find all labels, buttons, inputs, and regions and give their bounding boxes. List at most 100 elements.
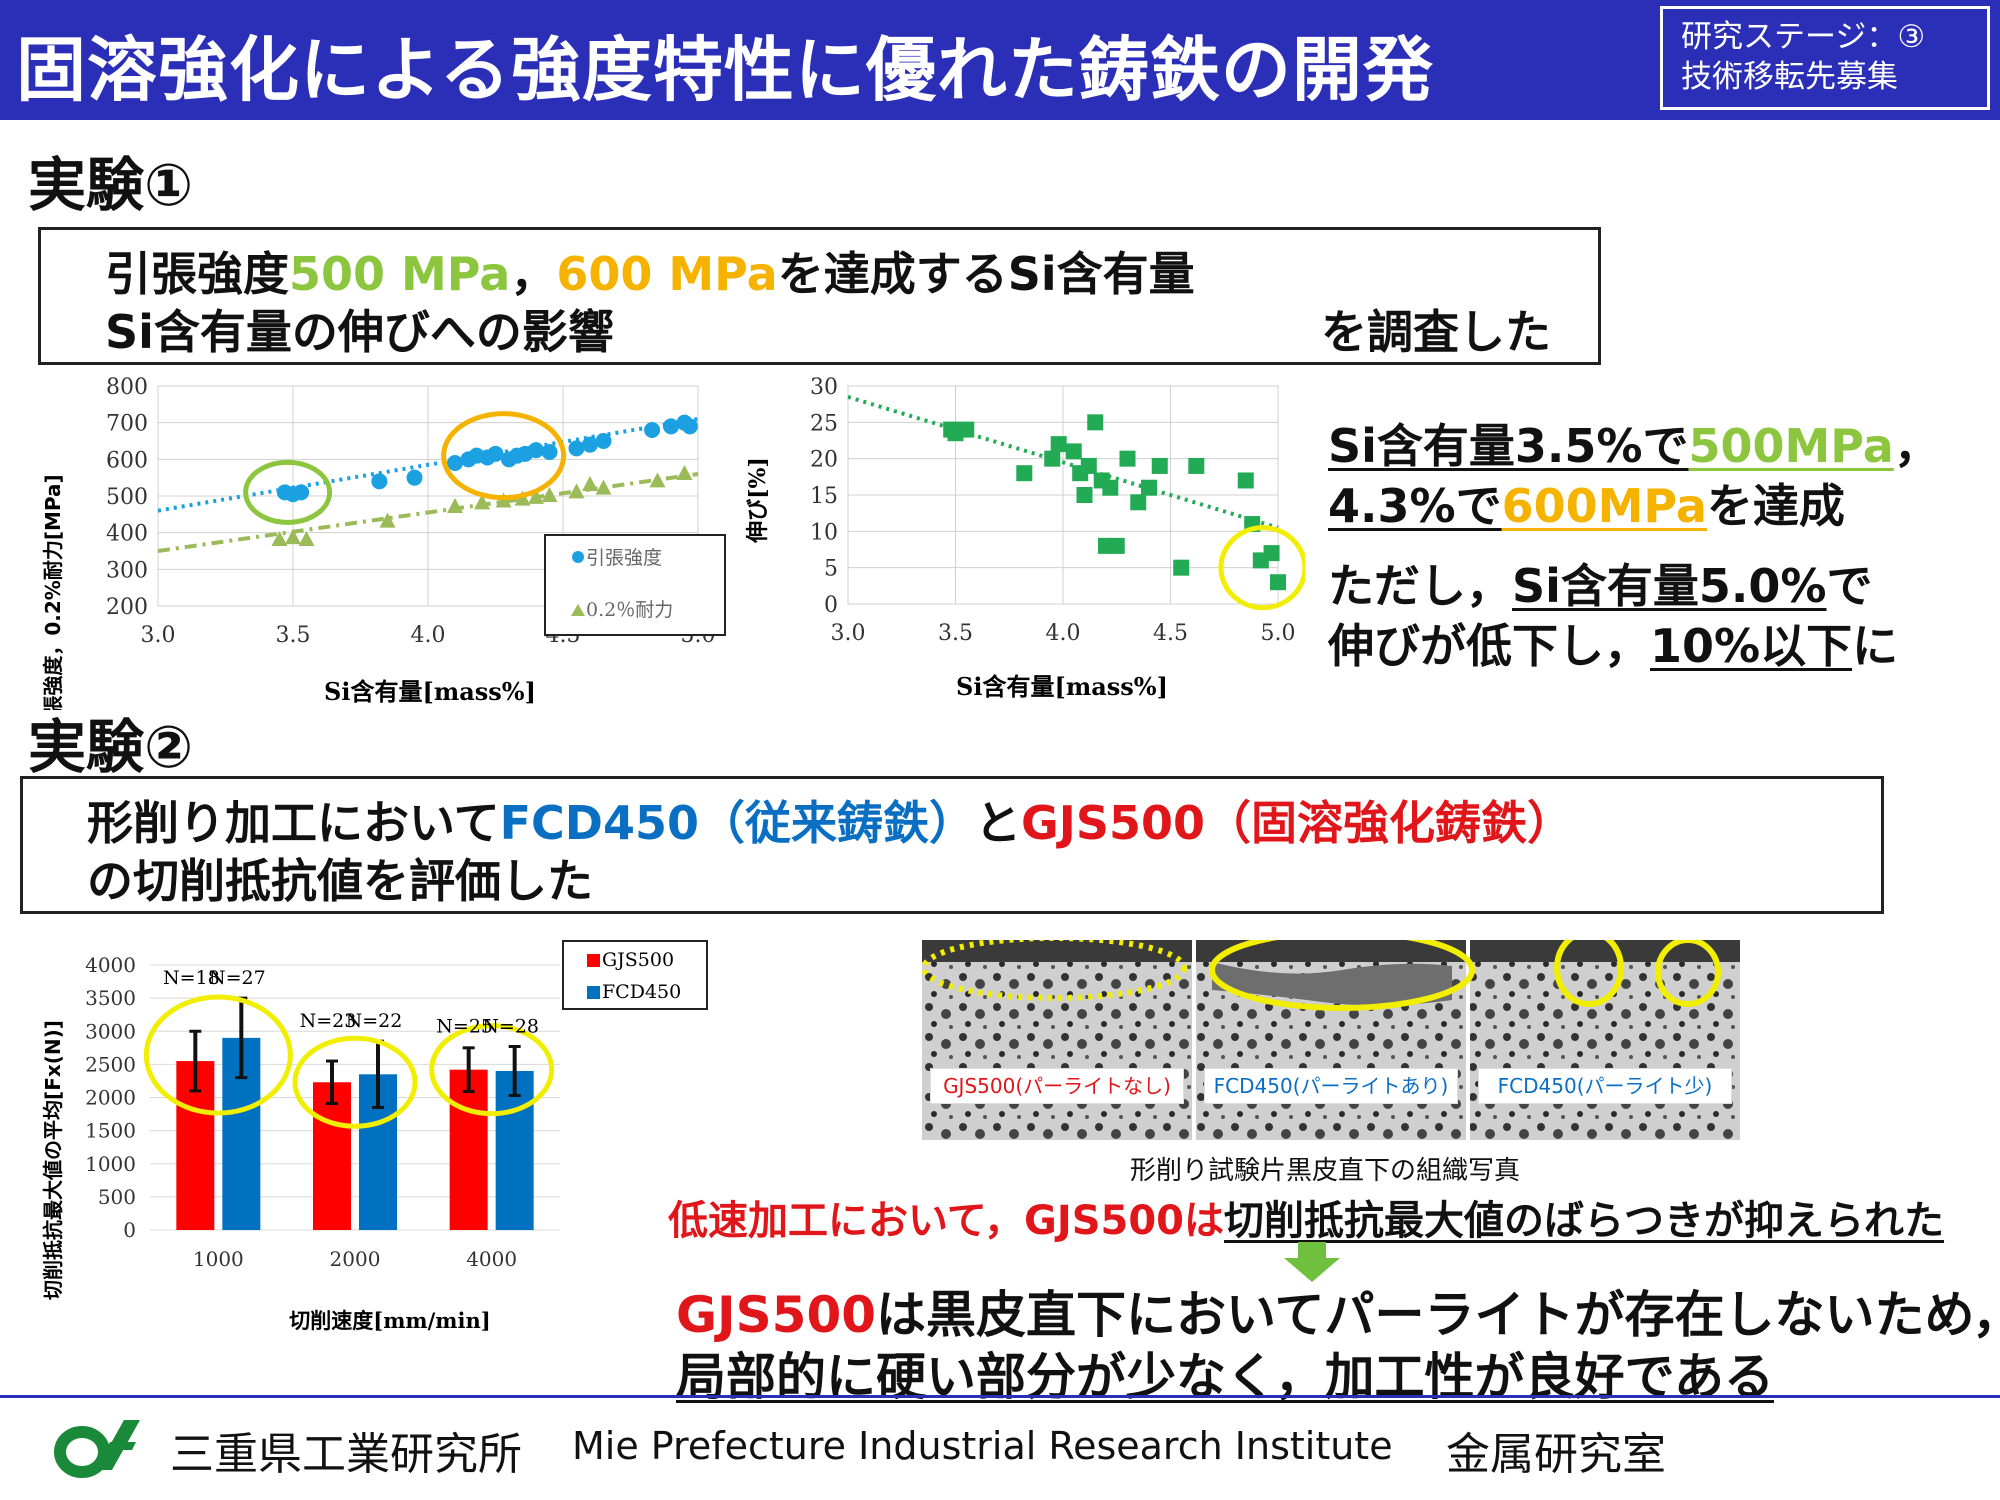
chart2-point bbox=[958, 421, 975, 438]
chart1-point bbox=[293, 484, 310, 501]
chart3-ytick: 3500 bbox=[85, 986, 136, 1010]
chart2-xtick: 4.0 bbox=[1046, 621, 1081, 646]
chart1-point bbox=[663, 418, 679, 435]
chart3-xtick: 4000 bbox=[466, 1247, 517, 1271]
chart3-ylabel: 切削抵抗最大値の平均[Fx(N)] bbox=[41, 1020, 65, 1300]
chart2-point bbox=[1130, 494, 1147, 511]
chart2-xtick: 3.0 bbox=[831, 621, 866, 646]
result-500mpa: 500MPa bbox=[1688, 419, 1894, 473]
chart2-point bbox=[1080, 457, 1097, 474]
chart3-n-label: N=22 bbox=[346, 1010, 403, 1032]
chart2-point bbox=[1188, 457, 1205, 474]
result-10pct: 10%以下 bbox=[1650, 619, 1853, 673]
experiment-2-objective-box: 形削り加工においてFCD450（従来鋳鉄）とGJS500（固溶強化鋳鉄） の切削… bbox=[20, 776, 1884, 914]
legend-proof: 0.2％耐力 bbox=[586, 599, 673, 621]
micrograph-2-label: FCD450(パーライトあり) bbox=[1204, 1068, 1458, 1104]
chart1-ytick: 800 bbox=[106, 375, 148, 400]
chart2-ytick: 15 bbox=[810, 484, 838, 509]
chart2-grid bbox=[847, 385, 1279, 605]
chart1-point bbox=[474, 494, 490, 510]
result-text: 伸びが低下し， bbox=[1328, 619, 1650, 673]
chart3-xtick: 2000 bbox=[330, 1247, 381, 1271]
result-si-5: Si含有量5.0% bbox=[1512, 559, 1827, 613]
chart1-point bbox=[676, 465, 693, 480]
legend-fcd450: FCD450 bbox=[602, 981, 681, 1003]
chart2-ytick: 0 bbox=[824, 593, 838, 618]
micrograph-panel: GJS500(パーライトなし) FCD450(パーライトあり) FCD450(パ… bbox=[922, 940, 1740, 1140]
chart2-point bbox=[1087, 414, 1104, 431]
chart1-point bbox=[447, 455, 463, 471]
chart3-ytick: 500 bbox=[98, 1185, 136, 1209]
chart1-point bbox=[582, 436, 598, 453]
micrograph-caption: 形削り試験片黒皮直下の組織写真 bbox=[1130, 1156, 1521, 1186]
chart2-point bbox=[1270, 574, 1286, 591]
chart2-ytick: 10 bbox=[810, 520, 838, 545]
conclusion-line-2: 局部的に硬い部分が少なく，加工性が良好である bbox=[676, 1348, 1774, 1406]
micrograph-2-frame: FCD450(パーライトあり) bbox=[1196, 940, 1466, 1140]
chart2-point bbox=[1016, 465, 1033, 482]
comma: ， bbox=[510, 247, 557, 301]
chart2-ylabel: 伸び[%] bbox=[745, 457, 771, 544]
conclusion-text: は黒皮直下においてパーライトが存在しないため， bbox=[876, 1286, 2000, 1344]
elongation-chart: 3.0 3.5 4.0 4.5 5.0 0 5 10 15 20 25 30 伸び[%] Si含有量[… bbox=[745, 375, 1305, 701]
chart2-point bbox=[1173, 559, 1190, 576]
page-title: 固溶強化による強度特性に優れた鋳鉄の開発 bbox=[16, 29, 1434, 111]
footer-org-jp: 三重県工業研究所 bbox=[170, 1429, 522, 1480]
chart1-ytick: 200 bbox=[106, 595, 148, 620]
result-600mpa: 600MPa bbox=[1501, 479, 1707, 533]
experiment-1-heading: 実験① bbox=[28, 151, 194, 219]
chart3-highlight bbox=[143, 994, 293, 1116]
chart3-ytick: 2500 bbox=[85, 1052, 136, 1076]
chart1-point bbox=[541, 444, 558, 460]
objective-text: と bbox=[975, 796, 1022, 850]
chart1-point bbox=[528, 442, 544, 459]
chart3-bar bbox=[449, 1069, 488, 1230]
chart1-xtick: 3.5 bbox=[276, 623, 311, 648]
chart3-xtick: 1000 bbox=[193, 1247, 244, 1271]
legend-gjs500: GJS500 bbox=[602, 949, 674, 971]
stage-box: 研究ステージ：③ 技術移転先募集 bbox=[1660, 6, 1990, 110]
chart3-tick-labels: 0 500 1000 1500 2000 2500 3000 3500 4000 N=18N=27… bbox=[85, 953, 539, 1271]
chart3-ytick: 2000 bbox=[85, 1086, 136, 1110]
chart3-ytick: 3000 bbox=[85, 1019, 136, 1043]
micrograph-images bbox=[922, 940, 1740, 1140]
chart1-point bbox=[649, 472, 666, 488]
micrograph-1-frame: GJS500(パーライトなし) bbox=[922, 940, 1192, 1140]
stage-line-2: 技術移転先募集 bbox=[1681, 59, 1898, 95]
chart1-xlabel: Si含有量[mass%] bbox=[324, 677, 536, 706]
result-text: ただし， bbox=[1328, 559, 1512, 613]
chart3-highlight bbox=[292, 1035, 418, 1129]
conclusion-gjs500: GJS500 bbox=[676, 1286, 877, 1344]
footer-rule bbox=[0, 1395, 2000, 1398]
header-bar bbox=[0, 0, 2000, 120]
target-600: 600 MPa bbox=[556, 247, 778, 301]
chart2-xtick: 5.0 bbox=[1261, 621, 1296, 646]
chart2-highlight bbox=[1218, 525, 1305, 611]
chart2-ytick: 25 bbox=[810, 411, 838, 436]
chart1-ytick: 300 bbox=[106, 558, 148, 583]
chart1-xtick: 3.0 bbox=[141, 623, 176, 648]
chart3-xlabel: 切削速度[mm/min] bbox=[289, 1308, 490, 1333]
chart3-bar bbox=[495, 1071, 534, 1230]
chart3-n-label: N=28 bbox=[482, 1015, 539, 1037]
chart2-point bbox=[1263, 545, 1280, 562]
chart1-trendline bbox=[157, 417, 699, 513]
objective-line-2-end: を調査した bbox=[1321, 305, 1551, 359]
chart2-point bbox=[1076, 487, 1093, 503]
micrograph-3 bbox=[1470, 940, 1740, 1140]
conclusion-line-1: GJS500は黒皮直下においてパーライトが存在しないため， bbox=[676, 1275, 2000, 1347]
result-line-2: 4.3%で600MPaを達成 bbox=[1328, 470, 1845, 536]
micrograph-1-label: GJS500(パーライトなし) bbox=[930, 1068, 1184, 1104]
chart1-point bbox=[568, 483, 585, 499]
result-text: Si含有量3.5%で bbox=[1328, 419, 1689, 473]
finding-text-red: 低速加工において，GJS500は bbox=[668, 1198, 1225, 1244]
chart2-point bbox=[1065, 443, 1082, 460]
chart2-trendline bbox=[847, 394, 1279, 530]
objective-text: 形削り加工において bbox=[87, 796, 500, 850]
chart3-ytick: 4000 bbox=[85, 953, 136, 977]
objective-2-line-1: 形削り加工においてFCD450（従来鋳鉄）とGJS500（固溶強化鋳鉄） bbox=[87, 787, 1573, 853]
chart1-point bbox=[582, 476, 598, 491]
result-text: を達成 bbox=[1706, 479, 1845, 533]
finding-text: 切削抵抗最大値のばらつきが抑えられた bbox=[1224, 1198, 1945, 1244]
footer-org-en: Mie Prefecture Industrial Research Insti… bbox=[572, 1424, 1393, 1468]
